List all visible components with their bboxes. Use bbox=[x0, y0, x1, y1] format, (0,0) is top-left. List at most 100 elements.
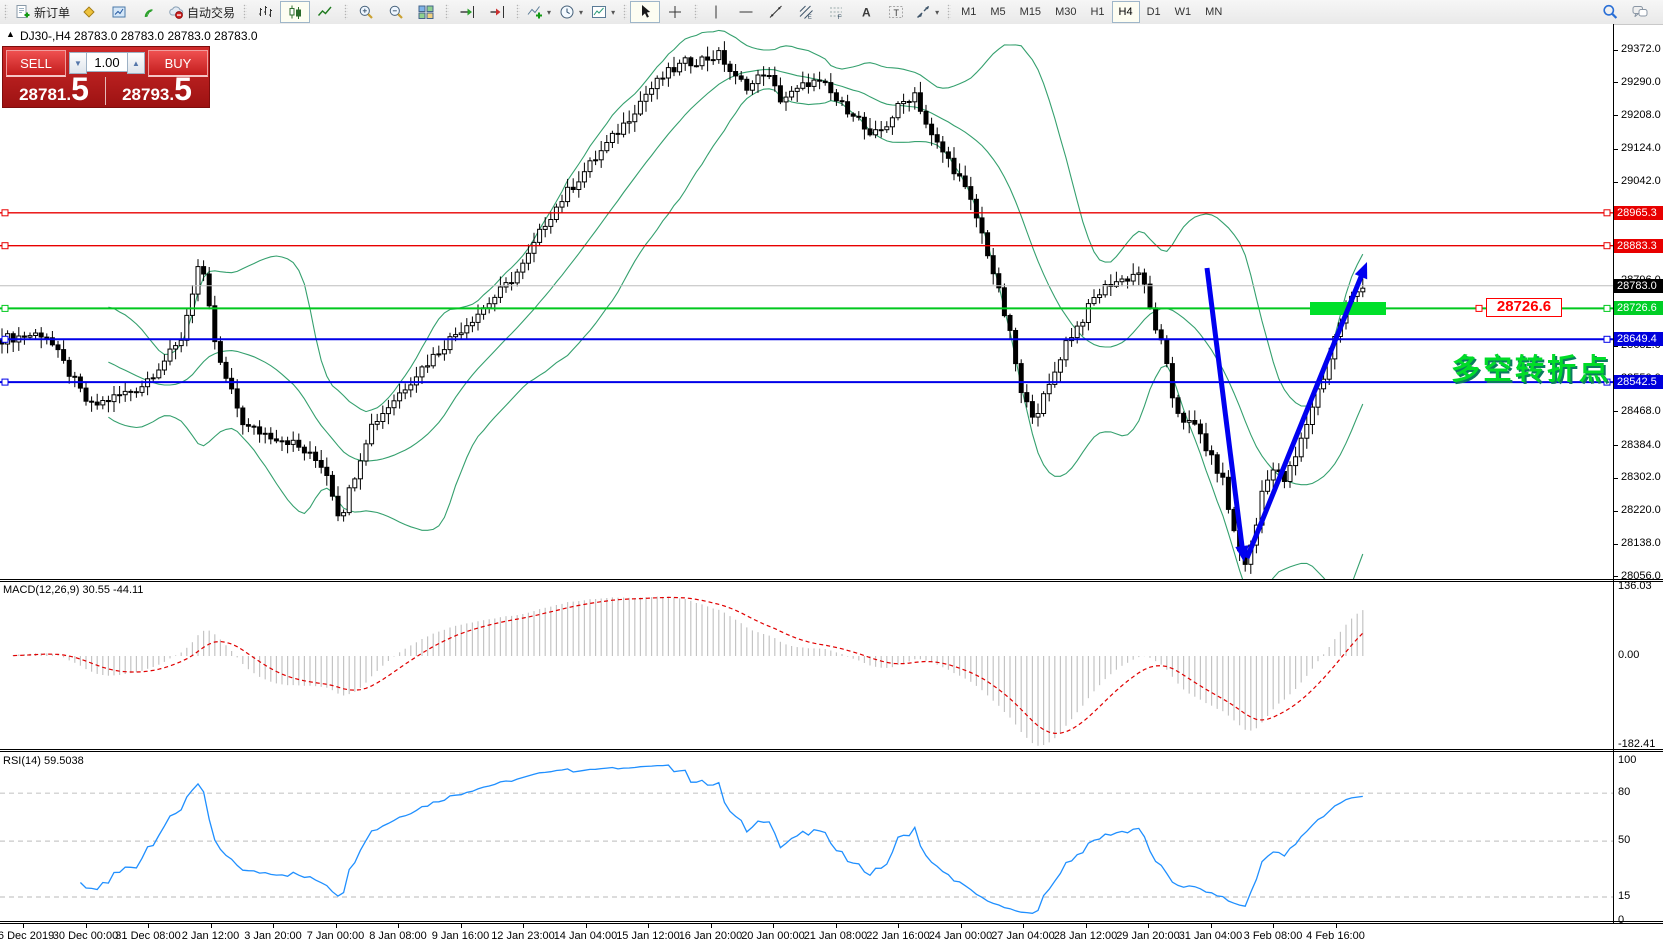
time-tick-mark bbox=[773, 924, 774, 928]
horizontal-line-button[interactable] bbox=[731, 1, 761, 23]
zoom-in-button[interactable] bbox=[351, 1, 381, 23]
candles-icon bbox=[287, 4, 303, 20]
trend-arrow-down[interactable] bbox=[1204, 267, 1249, 562]
auto-scroll-button[interactable] bbox=[452, 1, 482, 23]
price-tick-label: 29208.0 bbox=[1621, 108, 1661, 121]
label-button[interactable]: T bbox=[881, 1, 911, 23]
price-tick-label: 29290.0 bbox=[1621, 75, 1661, 88]
price-tick-mark bbox=[1613, 82, 1618, 84]
dropdown-caret-icon[interactable]: ▾ bbox=[579, 7, 584, 17]
timeframe-mn-button[interactable]: MN bbox=[1205, 6, 1223, 18]
crosshair-button[interactable] bbox=[660, 1, 690, 23]
price-tick-mark bbox=[1613, 477, 1618, 479]
time-tick-label: 28 Jan 12:00 bbox=[1053, 930, 1118, 942]
channel-button[interactable]: F bbox=[821, 1, 851, 23]
price-tick-mark bbox=[1613, 445, 1618, 447]
timeframe-m15-button[interactable]: M15 bbox=[1019, 6, 1042, 18]
time-tick-label: 24 Jan 00:00 bbox=[928, 930, 993, 942]
pane-separator[interactable] bbox=[0, 921, 1663, 922]
price-tick-mark bbox=[1613, 148, 1618, 150]
line-chart-button[interactable] bbox=[310, 1, 340, 23]
dropdown-caret-icon[interactable]: ▾ bbox=[611, 7, 616, 17]
toolbar-grip[interactable] bbox=[694, 4, 699, 20]
new-order-button[interactable]: 新订单 bbox=[11, 1, 74, 23]
navigator-icon bbox=[111, 4, 127, 20]
signals-button[interactable] bbox=[134, 1, 164, 23]
dropdown-caret-icon[interactable]: ▾ bbox=[935, 7, 940, 17]
sell-button[interactable]: SELL bbox=[6, 50, 66, 77]
rsi-pane-canvas[interactable] bbox=[0, 752, 1613, 921]
toolbar-grip[interactable] bbox=[4, 4, 8, 20]
buy-label: BUY bbox=[164, 55, 192, 71]
text-button[interactable]: A bbox=[851, 1, 881, 23]
panel-divider bbox=[105, 77, 106, 105]
fibonacci-button[interactable]: E bbox=[791, 1, 821, 23]
market-watch-button[interactable] bbox=[74, 1, 104, 23]
rsi-axis-label: 0 bbox=[1618, 914, 1625, 926]
main-chart-canvas[interactable] bbox=[0, 24, 1613, 579]
indicators-button[interactable]: ▾ bbox=[523, 1, 555, 23]
timeframe-w1-button[interactable]: W1 bbox=[1174, 6, 1192, 18]
time-tick-mark bbox=[460, 924, 462, 928]
time-tick-label: 30 Dec 00:00 bbox=[52, 930, 119, 942]
macd-pane-canvas[interactable] bbox=[0, 582, 1613, 748]
timeframe-d1-button[interactable]: D1 bbox=[1146, 6, 1161, 18]
timeframe-m1-button[interactable]: M1 bbox=[961, 6, 977, 18]
rsi-line bbox=[79, 764, 1363, 914]
rsi-axis-label: 100 bbox=[1618, 754, 1637, 767]
toolbar-grip[interactable] bbox=[344, 4, 349, 20]
price-tick-label: 29042.0 bbox=[1621, 175, 1661, 188]
timeframe-m5-button[interactable]: M5 bbox=[990, 6, 1006, 18]
price-tick-mark bbox=[1613, 576, 1618, 578]
tile-windows-button[interactable] bbox=[411, 1, 441, 23]
toolbar-grip[interactable] bbox=[445, 4, 450, 20]
volume-increase-button[interactable]: ▲ bbox=[127, 52, 145, 74]
pane-separator[interactable] bbox=[0, 749, 1663, 750]
price-level-label: 28726.6 bbox=[1614, 301, 1663, 316]
candlestick-button[interactable] bbox=[280, 1, 311, 23]
price-tag-anchor[interactable] bbox=[1475, 304, 1483, 312]
fibo-icon: E bbox=[798, 4, 814, 20]
toolbar-grip[interactable] bbox=[243, 4, 248, 20]
periods-button[interactable]: ▾ bbox=[555, 1, 587, 23]
pane-separator[interactable] bbox=[0, 579, 1663, 580]
chart-annotation-text[interactable]: 多空转折点 bbox=[1450, 354, 1611, 386]
autotrading-button[interactable]: 自动交易 bbox=[164, 1, 239, 23]
time-tick-mark bbox=[523, 924, 524, 928]
trend-arrow-up[interactable] bbox=[1244, 262, 1368, 559]
price-tick-label: 28220.0 bbox=[1621, 504, 1661, 517]
templates-button[interactable]: ▾ bbox=[587, 1, 619, 23]
trendline-button[interactable] bbox=[761, 1, 791, 23]
time-tick-mark bbox=[398, 924, 399, 928]
navigator-button[interactable] bbox=[104, 1, 134, 23]
time-tick-mark bbox=[835, 924, 837, 928]
timeframe-m30-button[interactable]: M30 bbox=[1055, 6, 1077, 18]
timeframe-h1-button[interactable]: H1 bbox=[1090, 6, 1105, 18]
dropdown-caret-icon[interactable]: ▾ bbox=[547, 7, 552, 17]
buy-button[interactable]: BUY bbox=[148, 50, 208, 77]
price-level-tag[interactable]: 28726.6 bbox=[1486, 298, 1562, 317]
auto-scroll-icon bbox=[459, 4, 475, 20]
svg-text:F: F bbox=[838, 14, 842, 20]
chat-button[interactable] bbox=[1625, 1, 1655, 23]
time-tick-label: 3 Jan 20:00 bbox=[244, 930, 302, 942]
macd-axis-label: -182.41 bbox=[1618, 738, 1656, 750]
toolbar-grip[interactable] bbox=[516, 4, 521, 20]
bar-chart-button[interactable] bbox=[250, 1, 280, 23]
zoom-out-button[interactable] bbox=[381, 1, 411, 23]
tile-icon bbox=[418, 4, 434, 20]
shapes-button[interactable]: ▾ bbox=[911, 1, 943, 23]
toolbar-grip[interactable] bbox=[623, 4, 628, 20]
time-tick-mark bbox=[85, 924, 87, 928]
oneclick-collapse-icon[interactable]: ▲ bbox=[6, 29, 15, 39]
search-button[interactable] bbox=[1595, 1, 1625, 23]
vertical-line-button[interactable] bbox=[701, 1, 731, 23]
cursor-button[interactable] bbox=[630, 1, 661, 23]
volume-input[interactable] bbox=[86, 52, 128, 72]
toolbar-grip[interactable] bbox=[947, 4, 952, 20]
candles bbox=[0, 41, 1366, 574]
price-level-label: 28649.4 bbox=[1614, 332, 1663, 347]
chart-shift-button[interactable] bbox=[482, 1, 512, 23]
timeframe-h4-button[interactable]: H4 bbox=[1111, 1, 1140, 23]
